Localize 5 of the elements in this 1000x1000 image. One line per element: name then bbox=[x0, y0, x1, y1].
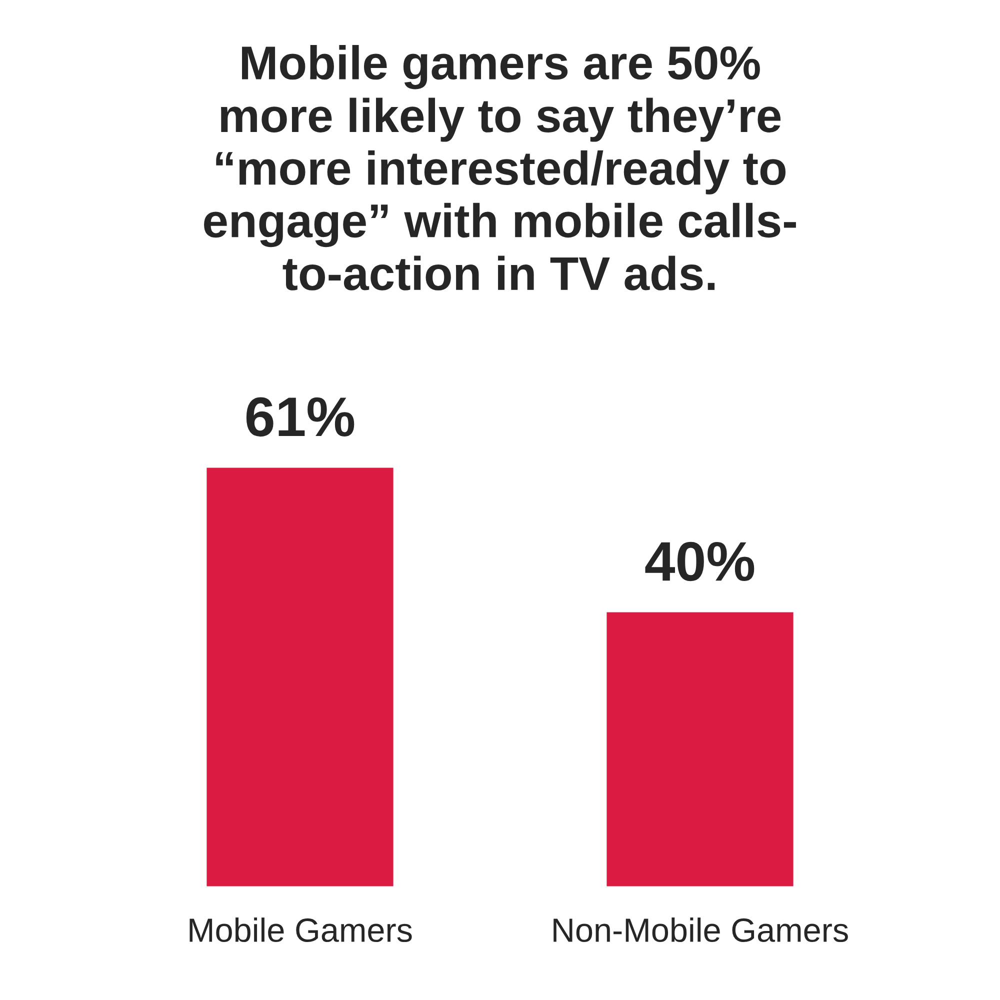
data-label: 61% bbox=[246, 397, 354, 437]
data-label: 40% bbox=[645, 542, 754, 582]
x-tick-label: Non-Mobile Gamers bbox=[554, 918, 848, 942]
x-tick-label: Mobile Gamers bbox=[190, 918, 412, 942]
chart-title: Mobile gamers are 50% more likely to say they’re “more interested/ready to engage” with mobile calls- to-action in TV ads. bbox=[204, 45, 796, 290]
